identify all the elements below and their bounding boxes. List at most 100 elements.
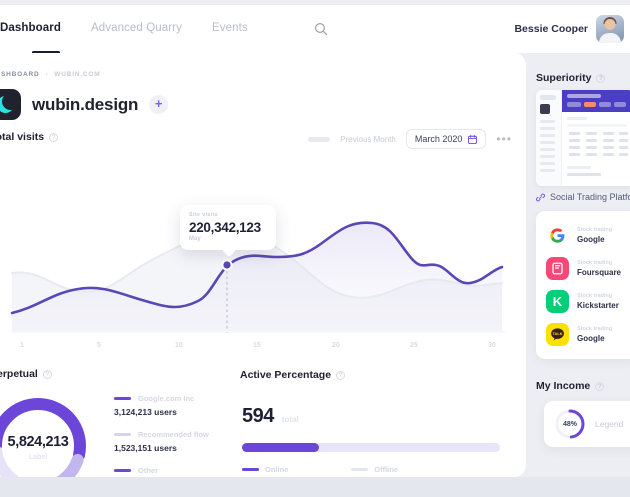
- breakdown-label: Online: [265, 465, 289, 474]
- chart-tooltip: Site visits 220,342,123 May: [180, 205, 276, 258]
- nav-item-events-label: Events: [211, 22, 248, 34]
- main-content-panel: DASHBOARD › WUBIN.COM wubin.design + Tot…: [0, 53, 526, 494]
- list-item-title: Google: [577, 334, 605, 343]
- superiority-preview-thumbnail[interactable]: [536, 90, 630, 186]
- list-item-subtitle: Stock trading: [577, 293, 613, 299]
- tooltip-caption: Site visits: [189, 212, 218, 218]
- nav-item-advanced-quarry[interactable]: Advanced Quarry: [91, 22, 182, 36]
- legend-swatch-icon: [114, 396, 131, 401]
- list-item-title: Kickstarter: [577, 301, 619, 310]
- legend-swatch-icon: [242, 468, 259, 471]
- chart-current-area: [12, 222, 502, 331]
- avatar[interactable]: [596, 15, 624, 43]
- info-icon[interactable]: ?: [336, 370, 346, 380]
- income-legend-label: Legend: [595, 419, 624, 429]
- brand-list: Stock trading Google Stock trading Fours…: [536, 211, 630, 359]
- list-item-subtitle: Stock trading: [577, 227, 613, 233]
- preview-sidebar: [536, 90, 562, 186]
- chart-svg: [10, 221, 505, 333]
- breadcrumb-separator-icon: ›: [45, 71, 49, 78]
- brand-row: wubin.design +: [0, 89, 169, 120]
- income-percent-label: 48%: [562, 420, 577, 428]
- total-visits-chart: 960M 720M 480M 240M 1 5 10 15 20 25 30: [0, 201, 510, 361]
- kakaotalk-icon: TALK: [546, 323, 569, 346]
- active-tab-underline: [32, 51, 60, 54]
- kickstarter-icon: K: [546, 290, 569, 313]
- legend-value: 1,523,151 users: [114, 443, 177, 453]
- breakdown-label: Offline: [374, 465, 398, 474]
- chart-xtick-3: 15: [253, 342, 261, 349]
- donut-segment-google[interactable]: [0, 398, 86, 494]
- brand-name: wubin.design: [32, 94, 139, 114]
- nav-item-events[interactable]: Events: [212, 22, 248, 36]
- date-picker-value: March 2020: [414, 134, 463, 144]
- calendar-icon: [468, 134, 478, 144]
- list-item-title: Google: [577, 235, 605, 244]
- chart-xtick-2: 10: [175, 342, 183, 349]
- foursquare-icon: [546, 257, 569, 280]
- donut-center-label: Label: [28, 454, 48, 461]
- chart-xtick-1: 5: [97, 342, 101, 349]
- legend-item[interactable]: Google.com Inc 3,124,213 users: [114, 394, 234, 417]
- info-icon[interactable]: ?: [596, 73, 606, 83]
- donut-center-value: 5,824,213: [7, 434, 69, 450]
- compare-toggle[interactable]: [308, 136, 331, 142]
- legend-label: Google.com Inc: [138, 394, 195, 403]
- info-icon[interactable]: ?: [49, 132, 59, 142]
- breadcrumb-root[interactable]: DASHBOARD: [0, 71, 40, 78]
- moon-logo-icon: [0, 89, 21, 120]
- legend-label: Recommended flow: [138, 430, 209, 439]
- active-total-group: 594 total: [242, 405, 299, 428]
- list-item[interactable]: K Stock trading Kickstarter: [536, 285, 630, 318]
- legend-swatch-icon: [114, 468, 131, 473]
- nav-item-dashboard[interactable]: Dashboard: [0, 22, 61, 36]
- legend-item[interactable]: Recommended flow 1,523,151 users: [114, 430, 234, 453]
- compare-label: Previous Month: [340, 134, 396, 144]
- svg-text:TALK: TALK: [552, 331, 562, 336]
- my-income-title: My Income: [536, 380, 591, 392]
- chart-xtick-6: 30: [488, 342, 496, 349]
- breadcrumb-current: WUBIN.COM: [54, 71, 101, 78]
- link-icon: [536, 193, 545, 201]
- search-icon[interactable]: [312, 20, 330, 38]
- top-navigation-bar: Dashboard Advanced Quarry Events Bessie …: [0, 5, 630, 54]
- more-options-icon[interactable]: •••: [496, 132, 512, 146]
- user-name: Bessie Cooper: [514, 23, 588, 35]
- superiority-header: Superiority ?: [536, 72, 606, 84]
- perpetual-header: Perpetual ?: [0, 368, 52, 380]
- social-trading-platform-link[interactable]: Social Trading Platform: [536, 192, 630, 202]
- list-item-subtitle: Stock trading: [577, 260, 613, 266]
- date-picker[interactable]: March 2020: [405, 129, 487, 149]
- list-item[interactable]: Stock trading Google: [536, 219, 630, 252]
- info-icon[interactable]: ?: [42, 369, 52, 379]
- legend-value: 3,124,213 users: [114, 407, 177, 417]
- add-site-button[interactable]: +: [149, 95, 169, 114]
- list-item[interactable]: TALK Stock trading Google: [536, 318, 630, 351]
- perpetual-title: Perpetual: [0, 368, 38, 380]
- list-item-subtitle: Stock trading: [577, 326, 613, 332]
- chart-toolbar: Previous Month March 2020 •••: [308, 129, 512, 149]
- right-sidebar: Superiority ?: [526, 53, 630, 477]
- total-visits-title: Total visits: [0, 131, 45, 143]
- total-visits-header: Total visits ?: [0, 131, 59, 143]
- kickstarter-glyph: K: [552, 294, 563, 309]
- tooltip-sub: May: [189, 236, 201, 242]
- info-icon[interactable]: ?: [595, 381, 605, 391]
- social-trading-platform-label: Social Trading Platform: [550, 192, 630, 202]
- legend-swatch-icon: [114, 432, 131, 437]
- active-progress-bar[interactable]: [242, 443, 500, 452]
- nav-item-advanced-quarry-label: Advanced Quarry: [90, 22, 182, 34]
- active-percentage-title: Active Percentage: [240, 369, 332, 381]
- chart-highlight-point[interactable]: [221, 259, 233, 271]
- user-menu[interactable]: Bessie Cooper: [514, 15, 624, 43]
- nav-links: Dashboard Advanced Quarry Events: [0, 20, 330, 38]
- list-item[interactable]: Stock trading Foursquare: [536, 252, 630, 285]
- active-progress-fill: [242, 443, 320, 452]
- my-income-card[interactable]: 48% Legend: [544, 401, 630, 447]
- chart-xtick-0: 1: [20, 342, 24, 349]
- nav-item-dashboard-label: Dashboard: [0, 22, 61, 34]
- active-total-value: 594: [242, 405, 274, 427]
- active-percentage-header: Active Percentage ?: [240, 369, 346, 381]
- income-progress-ring: 48%: [554, 408, 586, 440]
